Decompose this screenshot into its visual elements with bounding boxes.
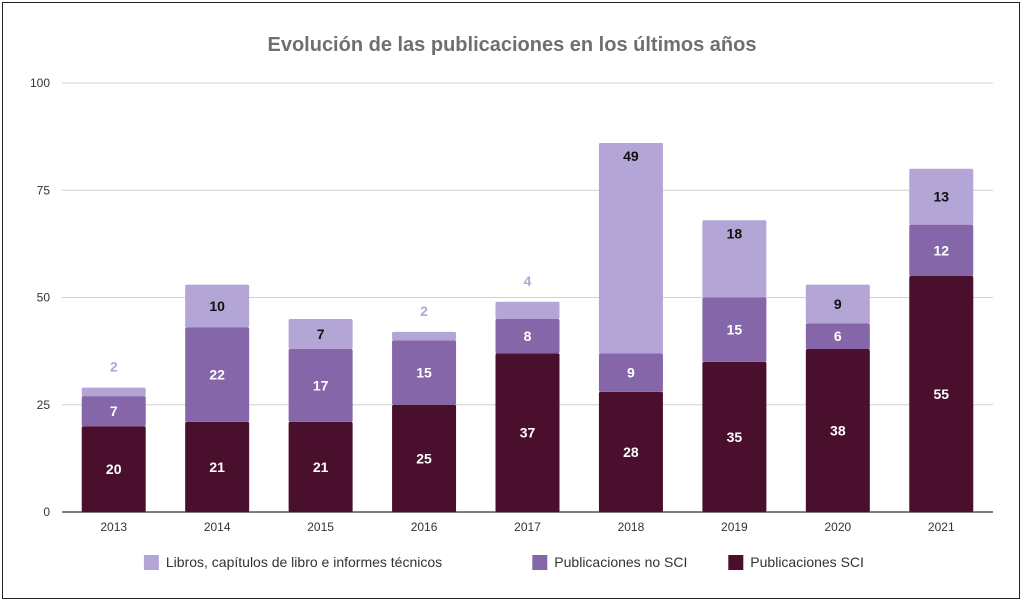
data-label: 25 — [416, 450, 432, 466]
data-label: 2 — [420, 303, 428, 319]
data-label: 20 — [106, 461, 122, 477]
data-labels: 2072212210211772515237842894935151838695… — [106, 148, 949, 477]
x-tick-label: 2016 — [411, 520, 438, 534]
x-tick-label: 2019 — [721, 520, 748, 534]
data-label: 37 — [520, 425, 536, 441]
bar-segment — [288, 421, 353, 512]
data-label: 9 — [834, 296, 842, 312]
data-label: 7 — [110, 403, 118, 419]
bars — [81, 143, 974, 512]
x-axis-ticks: 2013 2014 2015 2016 2017 2018 2019 2020 2021 — [100, 520, 955, 534]
bar-segment — [598, 353, 663, 392]
bar-segment — [288, 348, 353, 422]
chart-title: Evolución de las publicaciones en los úl… — [267, 34, 756, 56]
bar-segment — [392, 404, 457, 512]
bar-segment — [702, 220, 767, 298]
bar-segment — [702, 297, 767, 362]
bar-segment — [288, 318, 353, 349]
data-label: 15 — [416, 365, 432, 381]
data-label: 12 — [933, 242, 949, 258]
bar-segment — [495, 353, 560, 512]
x-tick-label: 2017 — [514, 520, 541, 534]
legend-swatch — [143, 555, 159, 570]
bar-segment — [598, 391, 663, 512]
y-tick-label: 100 — [30, 76, 50, 90]
data-label: 35 — [727, 429, 743, 445]
bar-segment — [909, 276, 974, 512]
bar-segment — [805, 323, 870, 349]
data-label: 17 — [313, 377, 329, 393]
x-tick-label: 2013 — [100, 520, 127, 534]
y-axis-ticks: 0 25 50 75 100 — [30, 76, 50, 519]
bar-segment — [495, 318, 560, 354]
bar-segment — [702, 361, 767, 512]
data-label: 38 — [830, 422, 846, 438]
data-label: 9 — [627, 365, 635, 381]
bar-segment — [392, 340, 457, 405]
data-label: 21 — [209, 459, 225, 475]
y-tick-label: 0 — [43, 505, 50, 519]
bar-segment — [185, 327, 250, 422]
bar-segment — [805, 348, 870, 512]
data-label: 10 — [209, 298, 225, 314]
legend: Libros, capítulos de libro e informes té… — [143, 554, 864, 570]
x-tick-label: 2020 — [824, 520, 851, 534]
y-tick-label: 50 — [37, 291, 51, 305]
bar-segment — [81, 396, 146, 427]
data-label: 28 — [623, 444, 639, 460]
x-tick-label: 2018 — [618, 520, 645, 534]
y-tick-label: 75 — [37, 183, 51, 197]
data-label: 49 — [623, 148, 639, 164]
bar-segment — [495, 301, 560, 319]
x-tick-label: 2021 — [928, 520, 955, 534]
data-label: 13 — [933, 189, 949, 205]
bar-segment — [598, 143, 663, 354]
legend-label: Libros, capítulos de libro e informes té… — [166, 554, 442, 570]
bar-segment — [392, 331, 457, 341]
bar-segment — [81, 387, 146, 397]
data-label: 4 — [524, 273, 532, 289]
x-tick-label: 2015 — [307, 520, 334, 534]
y-tick-label: 25 — [37, 398, 51, 412]
legend-label: Publicaciones no SCI — [554, 554, 687, 570]
data-label: 7 — [317, 326, 325, 342]
data-label: 21 — [313, 459, 329, 475]
legend-label: Publicaciones SCI — [750, 554, 864, 570]
bar-segment — [805, 284, 870, 324]
data-label: 2 — [110, 359, 118, 375]
x-tick-label: 2014 — [204, 520, 231, 534]
legend-swatch — [728, 555, 744, 570]
data-label: 22 — [209, 367, 225, 383]
bar-segment — [909, 168, 974, 225]
data-label: 55 — [933, 386, 949, 402]
data-label: 6 — [834, 328, 842, 344]
legend-swatch — [532, 555, 548, 570]
bar-segment — [185, 284, 250, 328]
bar-segment — [185, 421, 250, 512]
bar-segment — [81, 426, 146, 512]
data-label: 15 — [727, 322, 743, 338]
data-label: 8 — [524, 328, 532, 344]
bar-segment — [909, 224, 974, 277]
data-label: 18 — [727, 225, 743, 241]
